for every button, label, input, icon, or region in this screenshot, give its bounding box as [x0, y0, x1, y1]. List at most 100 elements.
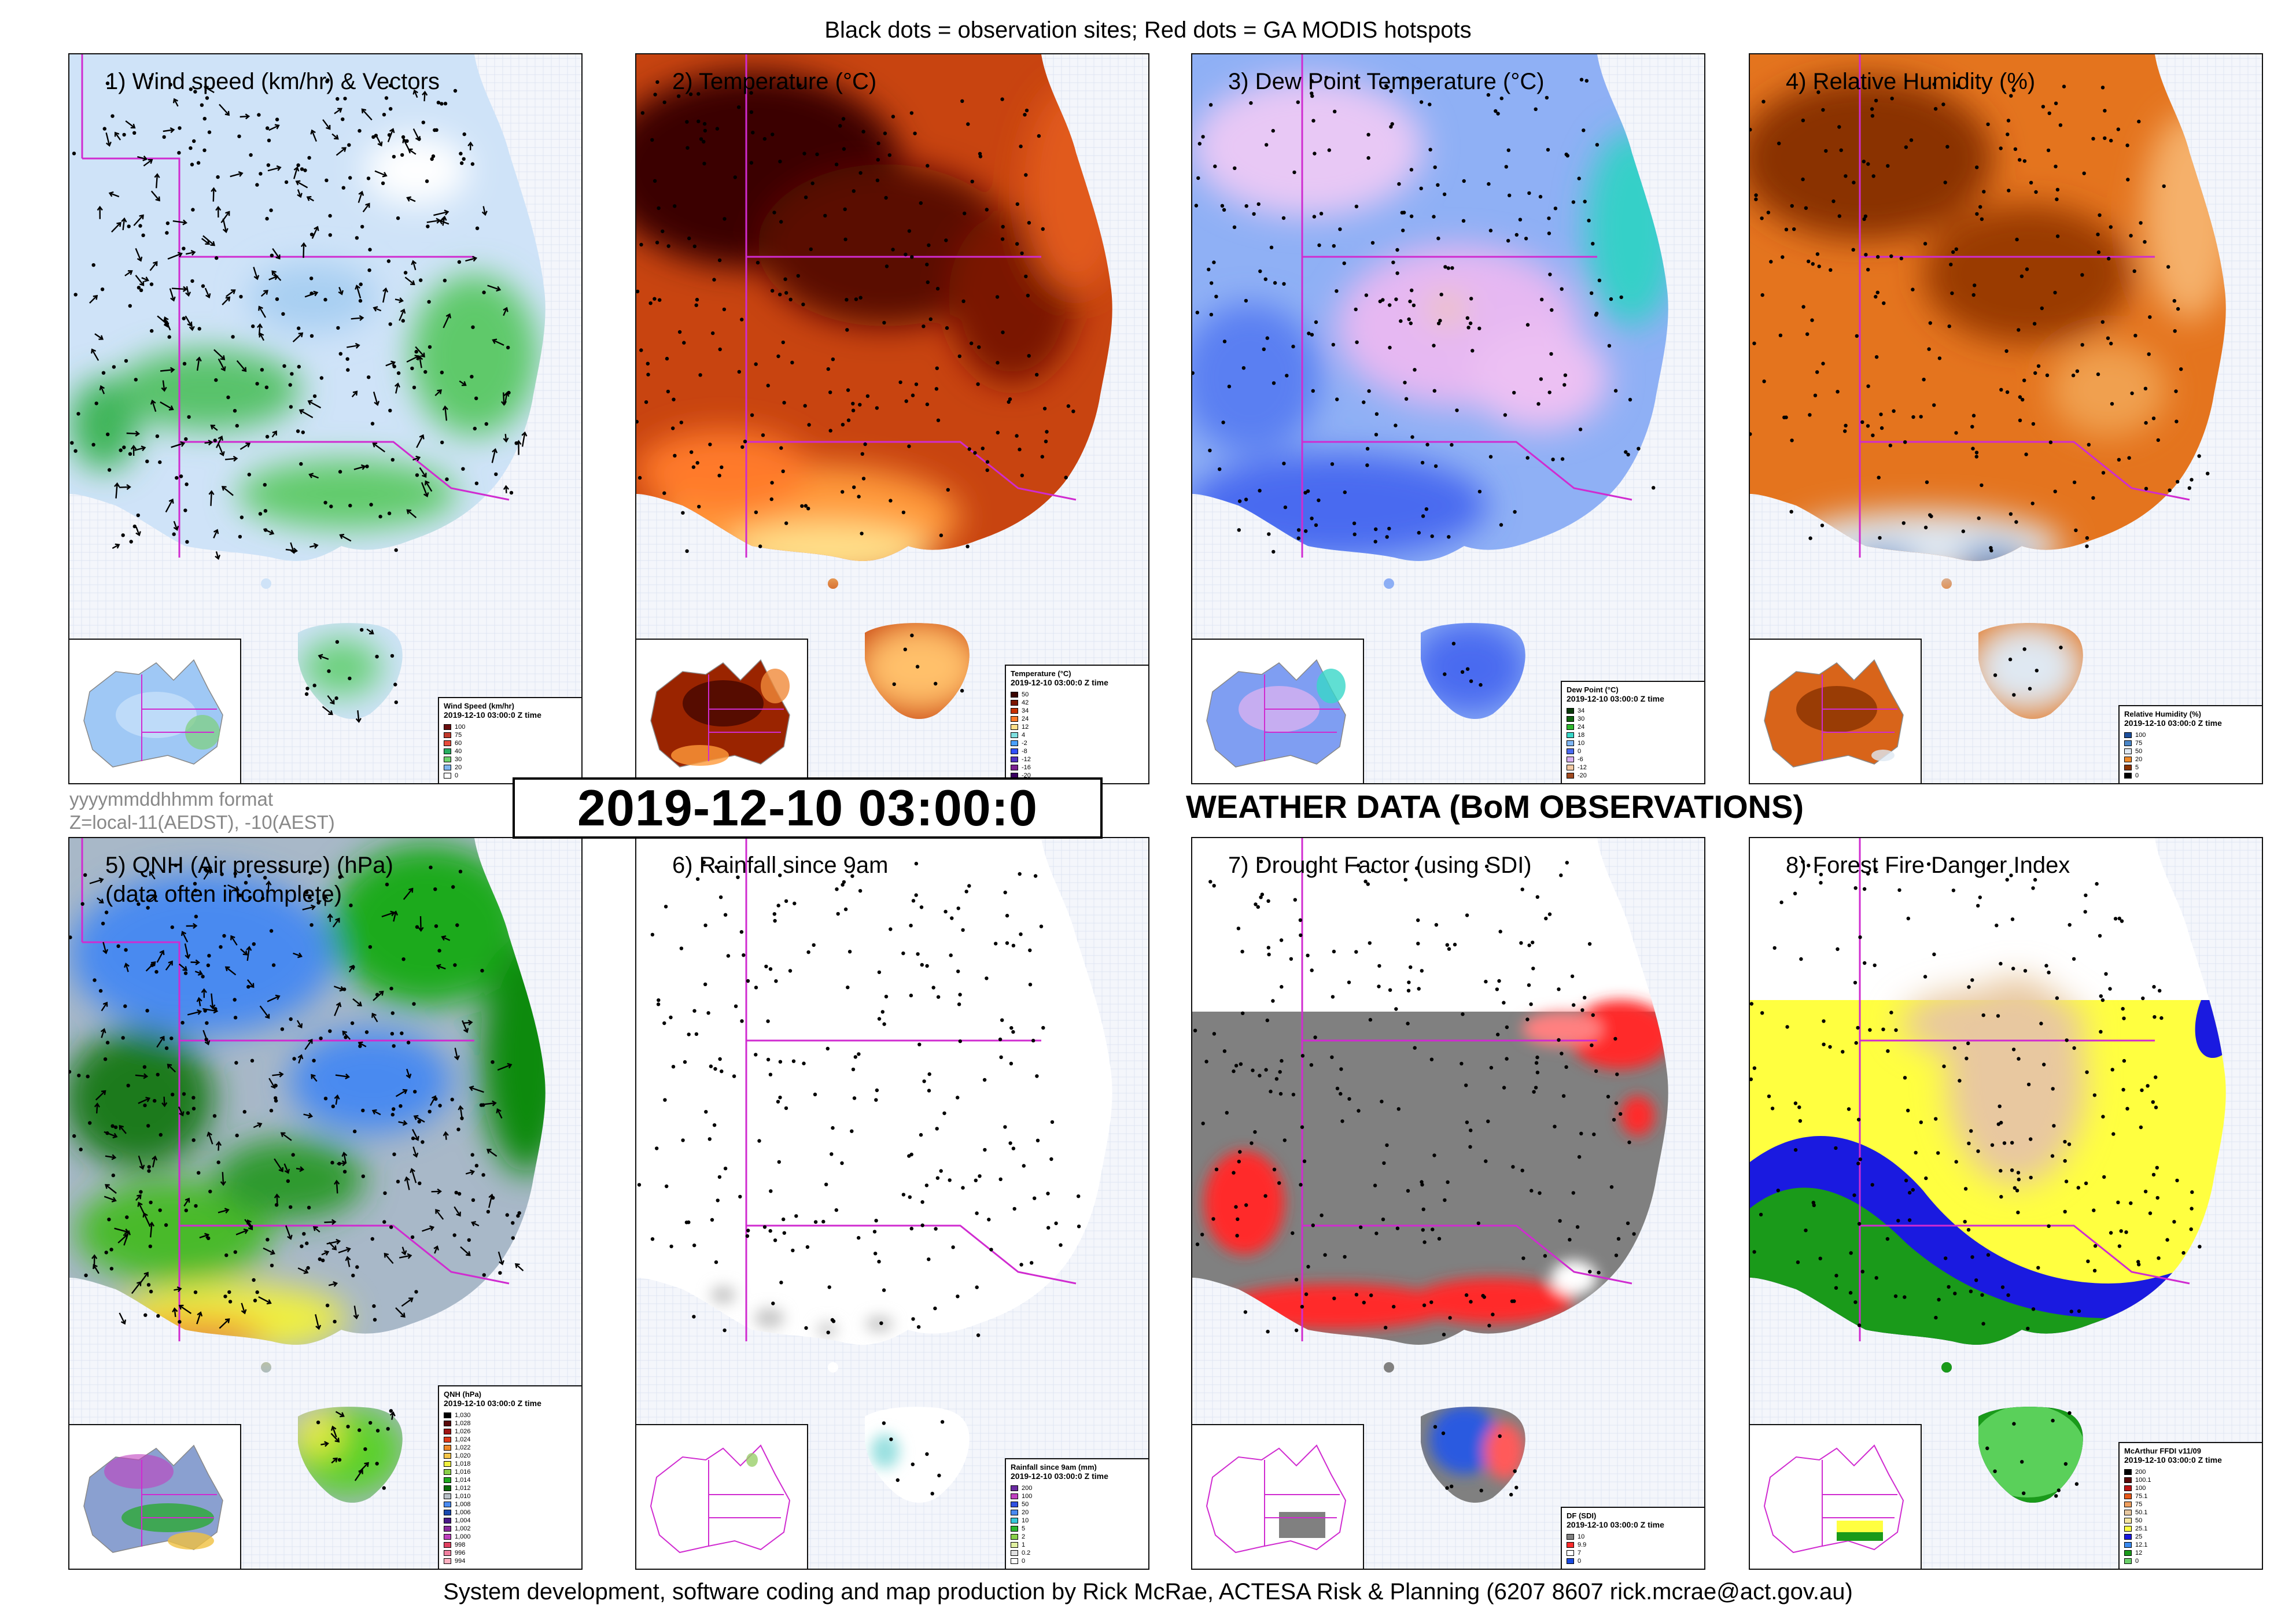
- observation-site-dot: [309, 233, 314, 237]
- observation-site-dot: [784, 899, 788, 903]
- observation-site-dot: [348, 503, 352, 508]
- observation-site-dot: [139, 288, 143, 292]
- observation-site-dot: [718, 347, 722, 352]
- observation-site-dot: [1885, 1237, 1890, 1241]
- observation-site-dot: [2010, 1168, 2014, 1172]
- legend-label: 75: [2135, 740, 2143, 747]
- wind-vector-arrow: [310, 129, 318, 142]
- observation-site-dot: [1306, 1264, 1310, 1269]
- observation-site-dot: [104, 910, 109, 914]
- observation-site-dot: [2153, 1015, 2157, 1019]
- wind-vector-arrow: [179, 963, 188, 971]
- legend-swatch: [1011, 732, 1018, 738]
- observation-site-dot: [1999, 388, 2003, 392]
- observation-site-dot: [456, 1127, 460, 1131]
- observation-site-dot: [1564, 1065, 1568, 1069]
- legend-entry: 10: [1567, 739, 1700, 747]
- observation-site-dot: [754, 362, 758, 366]
- observation-site-dot: [1204, 1060, 1208, 1064]
- wind-vector-arrow: [387, 128, 395, 143]
- wind-vector-arrow: [402, 138, 411, 152]
- observation-site-dot: [1432, 389, 1436, 393]
- legend-entry: 50: [2124, 1517, 2257, 1525]
- observation-site-dot: [2174, 389, 2178, 393]
- observation-site-dot: [2048, 440, 2053, 444]
- legend-label: 50.1: [2135, 1509, 2148, 1516]
- observation-site-dot: [1545, 95, 1549, 100]
- observation-site-dot: [1525, 456, 1530, 460]
- legend-label: -8: [1022, 748, 1027, 755]
- observation-site-dot: [1981, 1013, 1985, 1017]
- australia-inset: [1750, 1424, 1922, 1569]
- observation-site-dot: [925, 964, 929, 968]
- observation-site-dot: [1033, 874, 1038, 878]
- observation-site-dot: [2172, 1220, 2176, 1224]
- wind-vector-arrow: [161, 1097, 168, 1108]
- observation-site-dot: [1332, 949, 1336, 954]
- observation-site-dot: [1974, 1278, 1978, 1282]
- observation-site-dot: [2092, 1268, 2097, 1272]
- legend-entry: 0: [1567, 1557, 1700, 1565]
- legend-entry: 1,012: [444, 1484, 577, 1492]
- observation-site-dot: [1995, 923, 1999, 928]
- wind-vector-arrow: [335, 1074, 351, 1080]
- observation-site-dot: [1985, 1446, 1989, 1451]
- wind-vector-arrow: [149, 870, 156, 880]
- observation-site-dot: [2159, 1016, 2164, 1020]
- observation-site-dot: [1392, 1304, 1396, 1309]
- legend-swatch: [1011, 1542, 1018, 1548]
- observation-site-dot: [2175, 1178, 2179, 1183]
- observation-site-dot: [1557, 1038, 1561, 1042]
- wind-vector-arrow: [263, 1247, 275, 1255]
- wind-vector-arrow: [335, 1411, 345, 1418]
- observation-site-dot: [1015, 202, 1019, 206]
- observation-site-dot: [2125, 1106, 2129, 1111]
- observation-site-dot: [222, 934, 226, 938]
- observation-site-dot: [1770, 1106, 1775, 1111]
- observation-site-dot: [1853, 1300, 1858, 1304]
- observation-site-dot: [2122, 1016, 2126, 1020]
- wind-vector-arrow: [373, 306, 382, 312]
- observation-site-dot: [1244, 204, 1248, 208]
- observation-site-dot: [889, 1437, 893, 1441]
- observation-site-dot: [2055, 197, 2059, 201]
- observation-site-dot: [931, 986, 935, 990]
- wind-vector-arrow: [95, 1090, 106, 1101]
- observation-site-dot: [831, 1126, 835, 1130]
- observation-site-dot: [966, 122, 970, 126]
- legend-subtitle: 2019-12-10 03:00:0 Z time: [1011, 1471, 1108, 1481]
- observation-site-dot: [2064, 1179, 2069, 1183]
- observation-site-dot: [707, 1137, 712, 1141]
- observation-site-dot: [1513, 510, 1517, 514]
- observation-site-dot: [228, 1300, 233, 1304]
- observation-site-dot: [516, 1213, 520, 1218]
- observation-site-dot: [766, 1057, 771, 1062]
- observation-site-dot: [1302, 1159, 1307, 1163]
- observation-site-dot: [2017, 1178, 2021, 1182]
- observation-site-dot: [146, 906, 150, 910]
- wind-vector-arrow: [497, 1063, 513, 1071]
- observation-site-dot: [305, 687, 309, 691]
- observation-site-dot: [770, 481, 774, 485]
- observation-site-dot: [1954, 431, 1958, 435]
- observation-site-dot: [1314, 320, 1318, 324]
- observation-site-dot: [400, 1031, 404, 1035]
- observation-site-dot: [1307, 331, 1311, 335]
- legend: McArthur FFDI v11/09 2019-12-10 03:00:0 Z…: [2118, 1442, 2262, 1569]
- observation-site-dot: [2022, 378, 2026, 382]
- observation-site-dot: [401, 957, 406, 961]
- observation-site-dot: [1234, 1064, 1239, 1068]
- observation-site-dot: [1890, 97, 1894, 101]
- observation-site-dot: [2179, 367, 2183, 371]
- observation-site-dot: [1310, 333, 1314, 337]
- observation-site-dot: [191, 208, 195, 212]
- drought-factor-map: [1192, 838, 1704, 1569]
- observation-site-dot: [2117, 1244, 2122, 1248]
- observation-site-dot: [182, 362, 187, 366]
- observation-site-dot: [911, 1317, 915, 1321]
- observation-site-dot: [1367, 389, 1371, 393]
- observation-site-dot: [360, 628, 364, 632]
- observation-site-dot: [2100, 320, 2105, 324]
- observation-site-dot: [375, 1429, 380, 1433]
- wind-vector-arrow: [125, 120, 136, 129]
